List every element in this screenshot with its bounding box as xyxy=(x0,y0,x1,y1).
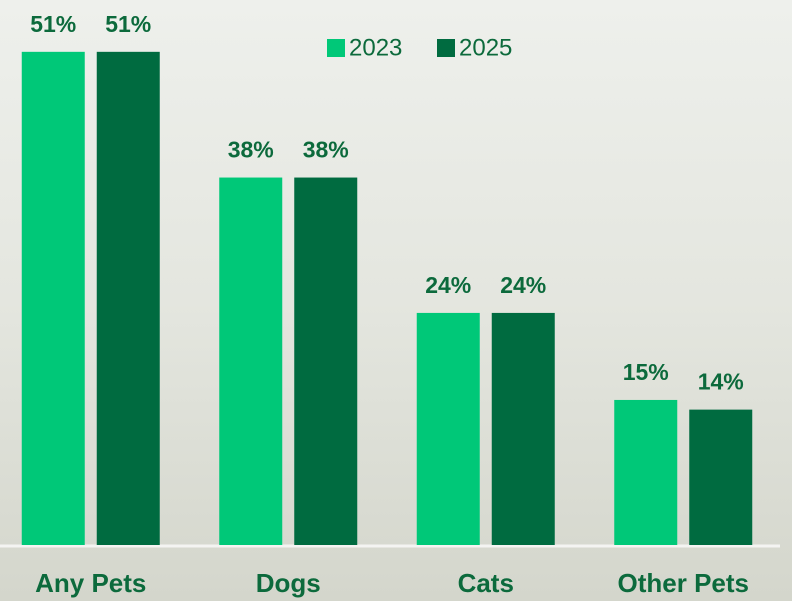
bar xyxy=(614,400,677,545)
bar xyxy=(417,313,480,545)
x-tick-label: Dogs xyxy=(256,568,321,598)
bar xyxy=(22,52,85,545)
data-label: 15% xyxy=(623,359,669,385)
data-label: 51% xyxy=(30,11,76,37)
bar xyxy=(689,410,752,545)
legend-label: 2023 xyxy=(349,34,402,61)
x-tick-label: Other Pets xyxy=(618,568,750,598)
x-tick-label: Cats xyxy=(458,568,514,598)
bar xyxy=(219,178,282,545)
legend-swatch xyxy=(437,39,455,57)
legend-swatch xyxy=(327,39,345,57)
chart: 2023 2025 Any Pets 51% 51% Dogs 38% 38% Cats 24% 2… xyxy=(0,0,792,601)
bar xyxy=(97,52,160,545)
x-tick-label: Any Pets xyxy=(35,568,146,598)
bar xyxy=(492,313,555,545)
data-label: 24% xyxy=(425,272,471,298)
data-label: 38% xyxy=(228,137,274,163)
legend-label: 2025 xyxy=(459,34,512,61)
data-label: 14% xyxy=(698,369,744,395)
data-label: 51% xyxy=(105,11,151,37)
data-label: 38% xyxy=(303,137,349,163)
page: 2023 2025 Any Pets 51% 51% Dogs 38% 38% Cats 24% 2… xyxy=(0,0,792,601)
data-label: 24% xyxy=(500,272,546,298)
bar xyxy=(294,178,357,545)
